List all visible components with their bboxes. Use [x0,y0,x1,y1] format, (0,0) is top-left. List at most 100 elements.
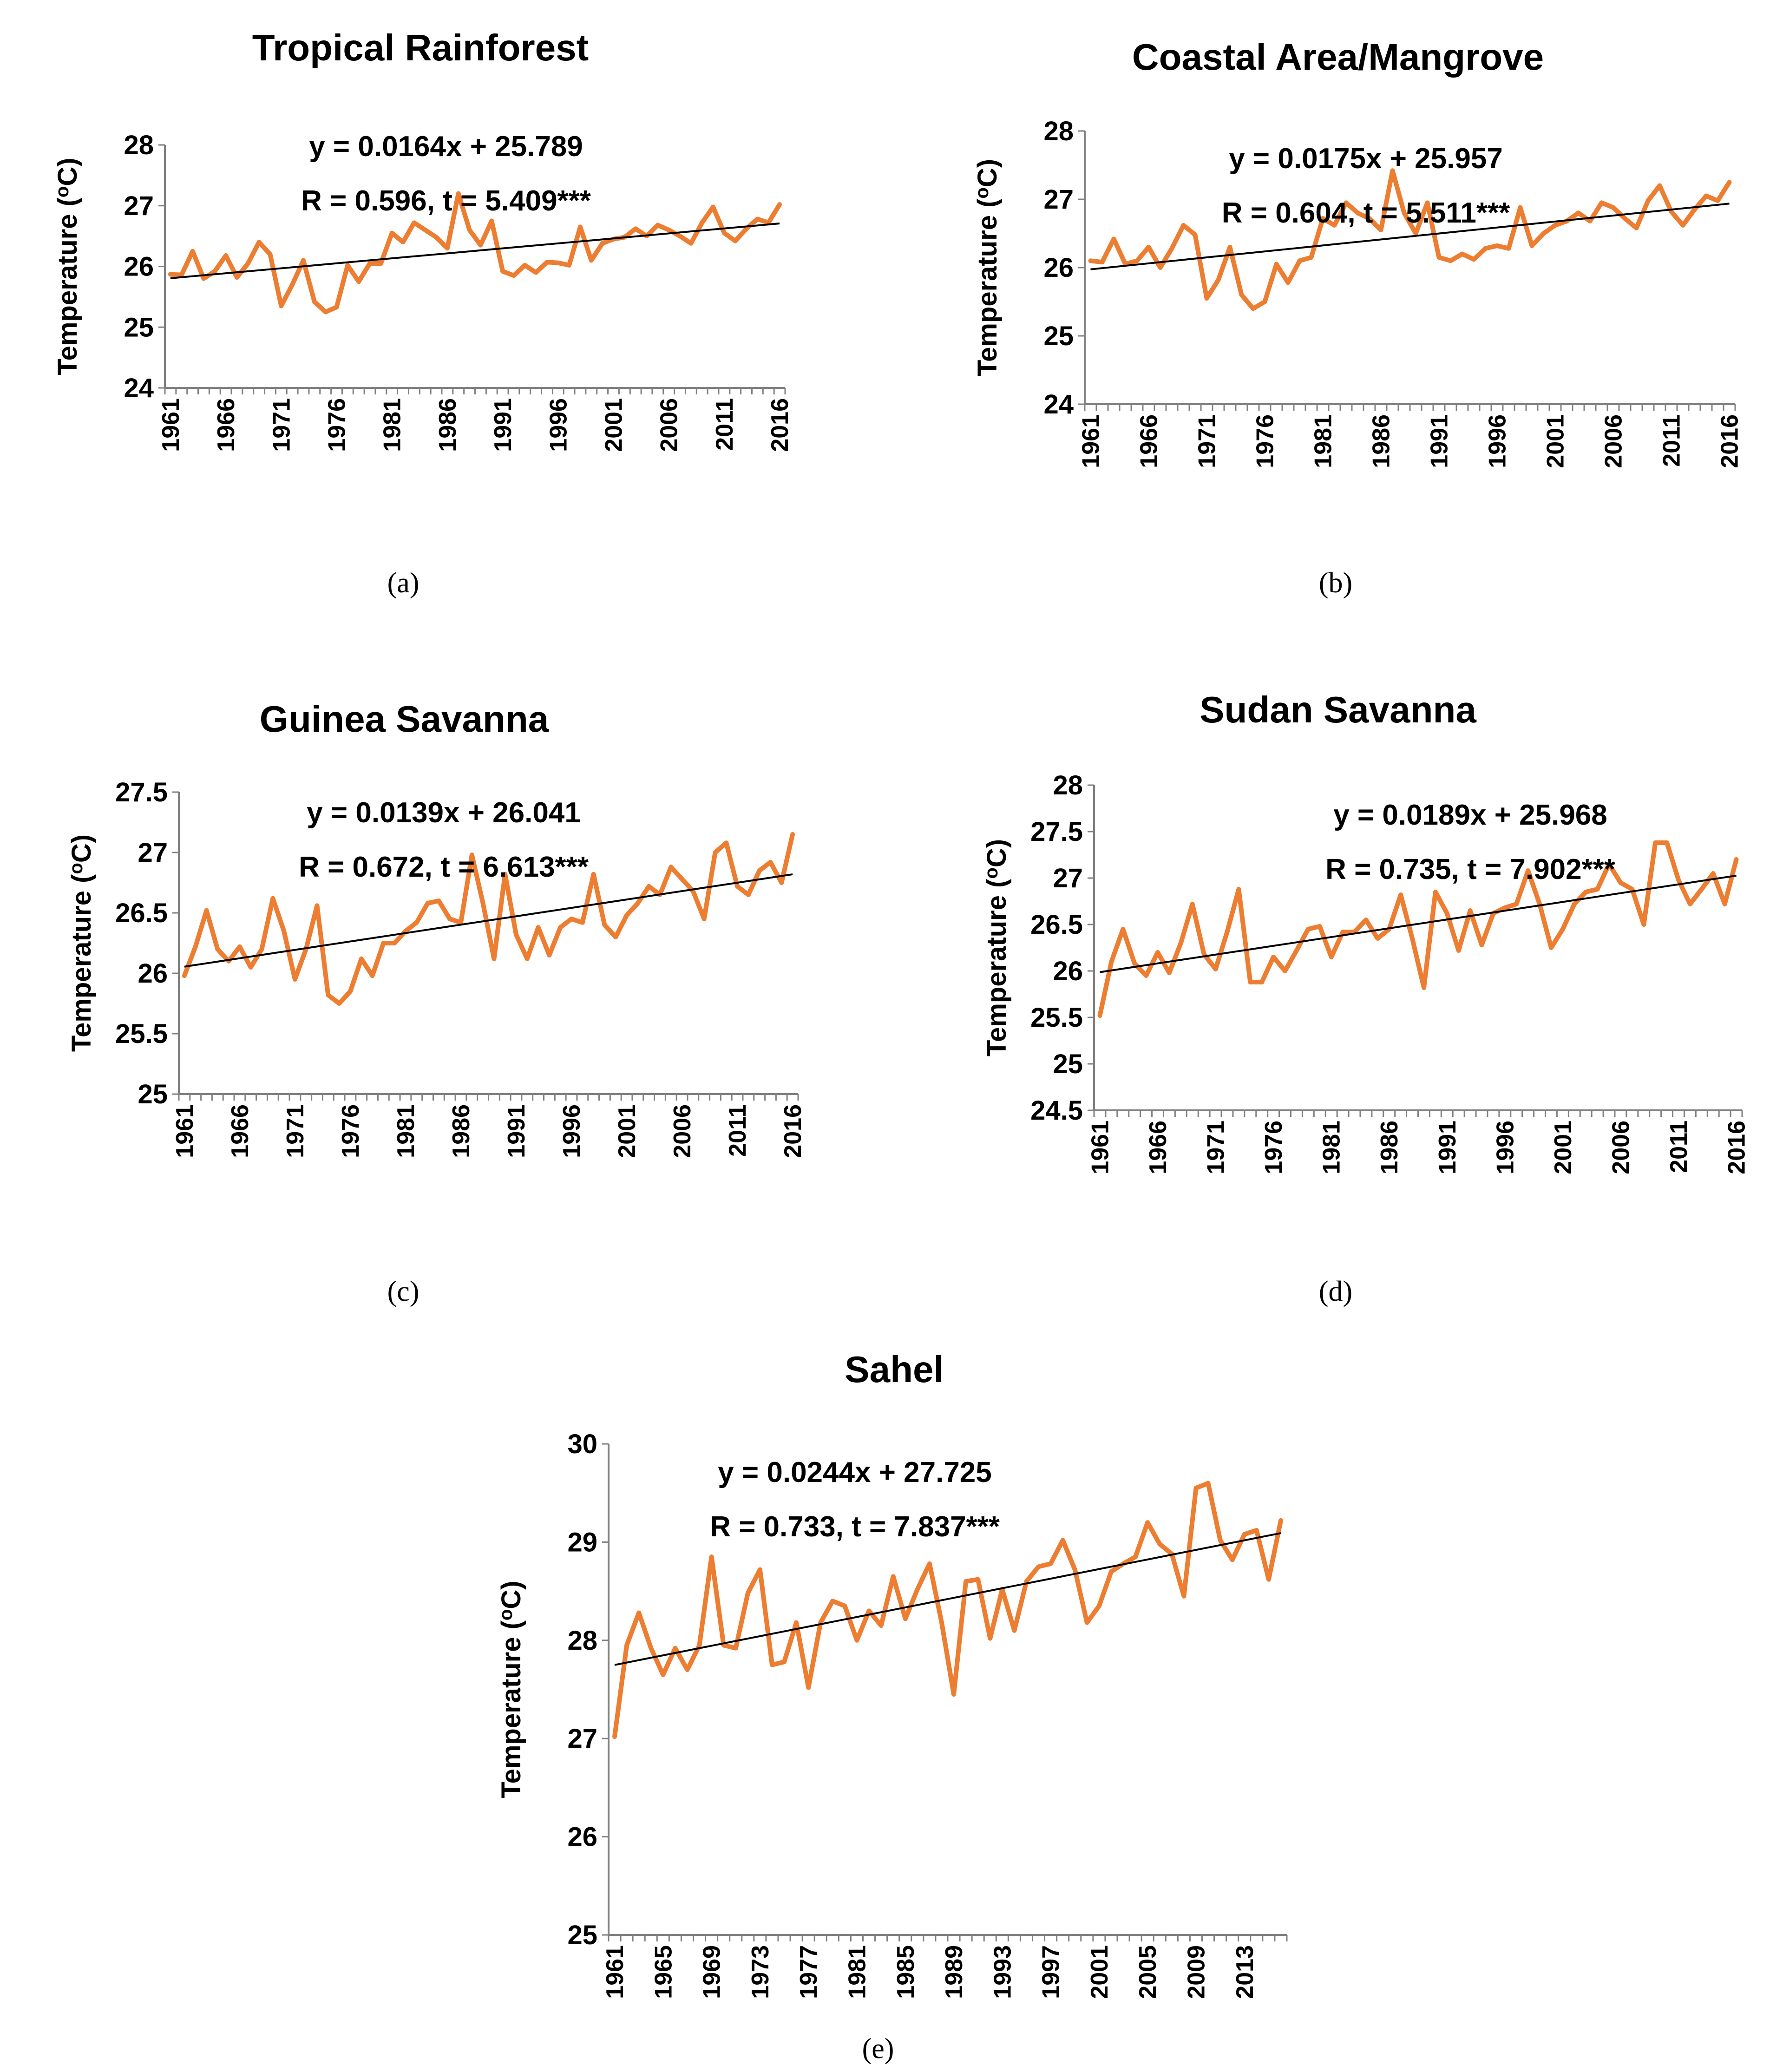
chart-d-xtick-label-4: 1981 [1318,1121,1345,1174]
chart-b-title: Coastal Area/Mangrove [1132,36,1544,78]
chart-d-ytick-label-2: 25.5 [1030,1003,1083,1033]
chart-c-trend-line [184,873,793,968]
chart-d-xtick-label-3: 1976 [1260,1121,1287,1174]
chart-e-ytick-label-4: 29 [567,1527,597,1557]
chart-a-stats: R = 0.596, t = 5.409*** [301,185,591,217]
chart-c-ytick-label-2: 26 [138,958,168,989]
chart-d-ytick-label-1: 25 [1053,1049,1083,1079]
chart-c-ytick-label-3: 26.5 [115,898,168,928]
chart-a-xtick-label-8: 2001 [600,398,627,452]
chart-b-xtick-label-7: 1996 [1484,414,1511,468]
chart-b-equation: y = 0.0175x + 25.957 [1229,143,1503,175]
chart-d-ytick-label-6: 27.5 [1030,817,1083,847]
chart-d-xtick-label-6: 1991 [1434,1121,1461,1174]
chart-c-ytick-label-5: 27.5 [115,777,168,807]
chart-b-ytick-label-2: 26 [1043,253,1074,283]
chart-d-ytick-label-4: 26.5 [1030,910,1083,940]
chart-e-ytick-label-5: 30 [567,1429,597,1459]
chart-d-ytick-label-0: 24.5 [1030,1095,1083,1126]
chart-c-ylabel: Temperature (oC) [66,834,97,1052]
chart-e-caption: (e) [862,2033,894,2065]
chart-a-ytick-label-4: 28 [124,130,154,160]
chart-e-xtick-label-3: 1973 [747,1945,774,1999]
chart-e-title: Sahel [845,1349,944,1390]
chart-d-xtick-label-8: 2001 [1550,1121,1577,1174]
chart-c-stats: R = 0.672, t = 6.613*** [299,851,589,883]
chart-c-equation: y = 0.0139x + 26.041 [307,797,581,829]
chart-e-xtick-label-12: 2009 [1183,1945,1210,1999]
chart-e-xtick-label-8: 1993 [989,1945,1016,1999]
chart-c-xtick-label-6: 1991 [503,1104,530,1158]
chart-c-xtick-label-0: 1961 [171,1104,198,1158]
chart-a-xtick-label-0: 1961 [157,398,184,452]
chart-a-xtick-label-10: 2011 [711,398,738,451]
chart-d-xtick-label-11: 2016 [1724,1121,1750,1174]
chart-d-caption: (d) [1319,1276,1352,1307]
chart-e-xtick-label-2: 1969 [699,1945,726,1999]
chart-a-xtick-label-11: 2016 [767,398,793,452]
chart-c-xtick-label-10: 2011 [724,1104,751,1157]
chart-d-xtick-label-0: 1961 [1087,1121,1114,1174]
chart-a-xtick-label-4: 1981 [379,398,406,452]
chart-b-xtick-label-3: 1976 [1252,414,1279,468]
chart-a-ytick-label-0: 24 [124,373,154,403]
chart-b-series-line [1088,168,1732,311]
chart-d-stats: R = 0.735, t = 7.902*** [1325,853,1616,885]
chart-b-ylabel: Temperature (oC) [972,159,1003,376]
chart-b-ytick-label-0: 24 [1043,389,1074,420]
chart-e-xtick-label-4: 1977 [795,1945,822,1999]
chart-c-xtick-label-5: 1986 [448,1104,475,1158]
chart-c-ytick-label-0: 25 [138,1079,168,1109]
chart-b-xtick-label-0: 1961 [1078,414,1105,468]
chart-d-xtick-label-1: 1966 [1145,1121,1172,1174]
chart-a-ylabel: Temperature (oC) [52,157,83,375]
chart-d-trend-line [1100,874,1737,973]
chart-d-ytick-label-5: 27 [1053,863,1083,893]
chart-b-xtick-label-10: 2011 [1658,414,1685,467]
chart-e-ytick-label-2: 27 [567,1724,597,1754]
chart-b-ytick-label-3: 27 [1043,184,1074,215]
chart-a-ytick-label-3: 27 [124,191,154,221]
chart-e-xtick-label-6: 1985 [892,1945,919,1999]
chart-e-xtick-label-5: 1981 [844,1945,871,1999]
chart-e-xtick-label-1: 1965 [650,1945,677,1999]
chart-b-ytick-label-1: 25 [1043,321,1074,351]
chart-e-trend-line [614,1532,1281,1666]
chart-d-ytick-label-3: 26 [1053,956,1083,986]
chart-c-xtick-label-11: 2016 [780,1104,806,1158]
chart-e-xtick-label-0: 1961 [602,1945,629,1999]
chart-a-ytick-label-1: 25 [124,312,154,342]
chart-a-xtick-label-9: 2006 [656,398,683,452]
chart-b-xtick-label-8: 2001 [1542,414,1569,468]
chart-c-xtick-label-2: 1971 [282,1104,309,1158]
chart-b-ytick-label-4: 28 [1043,116,1074,146]
chart-b-xtick-label-2: 1971 [1194,414,1221,468]
chart-c-xtick-label-9: 2006 [669,1104,696,1158]
chart-c-title: Guinea Savanna [260,698,549,740]
chart-d-xtick-label-2: 1971 [1203,1121,1230,1174]
chart-e-equation: y = 0.0244x + 27.725 [718,1456,992,1488]
chart-a-xtick-label-5: 1986 [434,398,461,452]
chart-d-equation: y = 0.0189x + 25.968 [1333,799,1607,831]
chart-b-trend-line [1090,203,1730,270]
chart-e-series-line [612,1481,1283,1739]
chart-c-xtick-label-1: 1966 [227,1104,254,1158]
chart-c-caption: (c) [387,1276,420,1307]
chart-d-xtick-label-5: 1986 [1376,1121,1403,1174]
chart-e-stats: R = 0.733, t = 7.837*** [710,1511,1000,1543]
chart-e-ytick-label-0: 25 [567,1920,597,1950]
chart-c-ytick-label-4: 27 [138,838,168,868]
chart-e-xtick-label-9: 1997 [1038,1945,1065,1999]
chart-d-xtick-label-10: 2011 [1665,1121,1692,1173]
chart-d-xtick-label-9: 2006 [1607,1121,1634,1174]
chart-e-xtick-label-11: 2005 [1134,1945,1161,1999]
chart-d-title: Sudan Savanna [1200,689,1476,730]
chart-e-ytick-label-1: 26 [567,1822,597,1852]
chart-a-ytick-label-2: 26 [124,252,154,282]
chart-b-stats: R = 0.604, t = 5.511*** [1222,197,1510,229]
chart-b-xtick-label-11: 2016 [1717,414,1744,468]
chart-a-xtick-label-2: 1971 [268,398,295,452]
chart-a-trend-line [170,223,780,279]
chart-c-xtick-label-7: 1996 [558,1104,585,1158]
